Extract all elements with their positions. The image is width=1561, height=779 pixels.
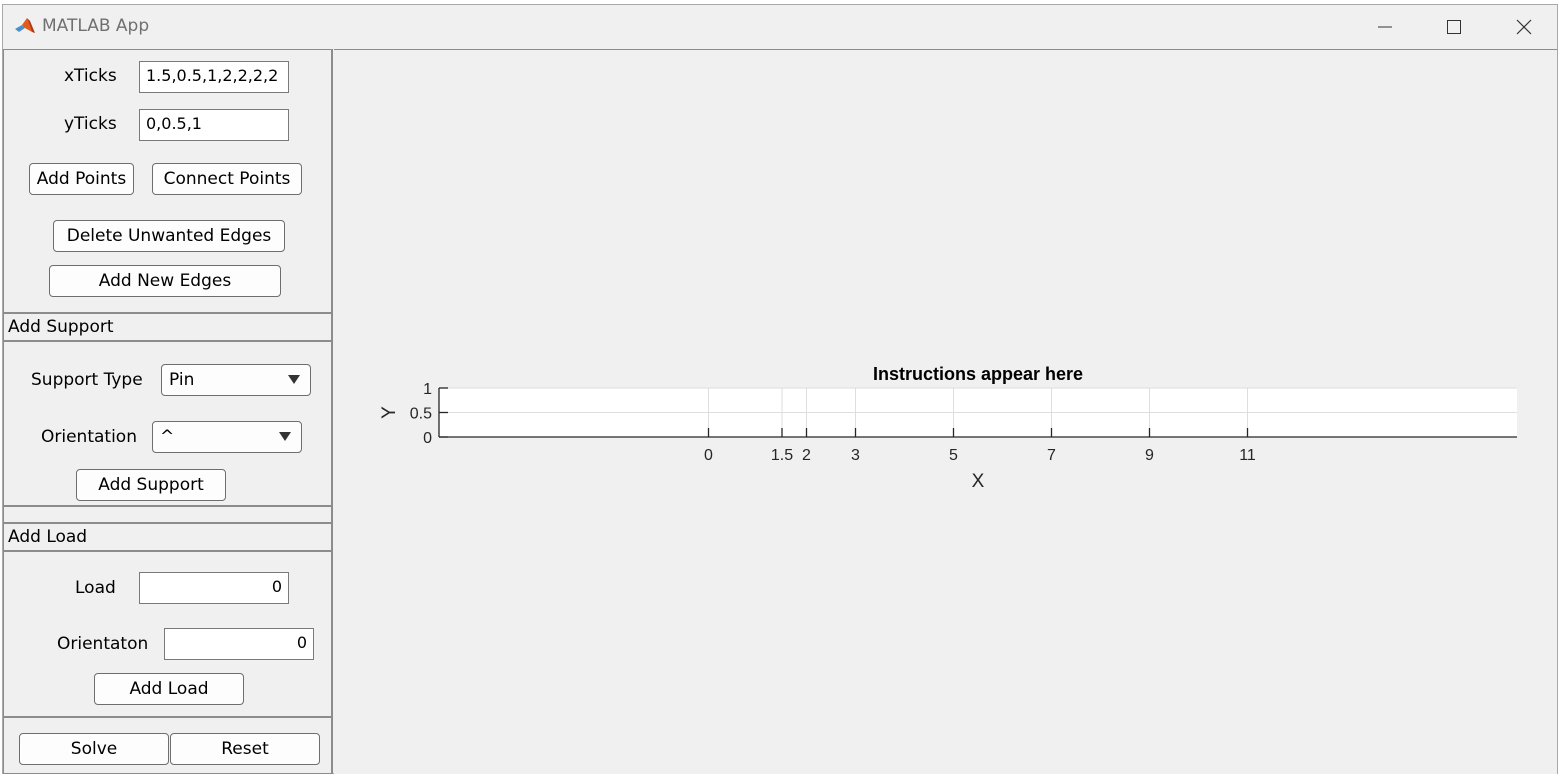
section-divider: [4, 505, 331, 507]
x-tick-label: 3: [851, 447, 860, 464]
minimize-icon: [1378, 26, 1392, 28]
window-title: MATLAB App: [42, 16, 150, 36]
chart-title: Instructions appear here: [873, 364, 1083, 384]
close-button[interactable]: [1501, 13, 1547, 41]
x-tick-label: 11: [1239, 447, 1256, 464]
orientation-dropdown[interactable]: ^: [152, 421, 302, 453]
support-type-dropdown[interactable]: Pin: [161, 364, 311, 396]
y-axis-label: Y: [379, 406, 400, 419]
x-tick-label: 9: [1145, 447, 1154, 464]
section-divider: [4, 716, 331, 718]
connect-points-button[interactable]: Connect Points: [152, 163, 302, 195]
maximize-icon: [1447, 20, 1461, 34]
orientation-label: Orientation: [41, 427, 137, 447]
add-load-header: Add Load: [4, 522, 331, 552]
close-icon: [1516, 19, 1532, 35]
matlab-logo-icon: [14, 16, 36, 36]
xticks-input[interactable]: 1.5,0.5,1,2,2,2,2: [139, 61, 289, 93]
chevron-down-icon: [288, 375, 300, 384]
add-support-header: Add Support: [4, 312, 331, 342]
y-tick-label: 0: [423, 430, 432, 447]
reset-button[interactable]: Reset: [170, 733, 320, 765]
x-tick-label: 5: [949, 447, 958, 464]
x-tick-label: 7: [1047, 447, 1056, 464]
add-support-button[interactable]: Add Support: [76, 469, 226, 501]
add-points-button[interactable]: Add Points: [29, 163, 134, 195]
maximize-button[interactable]: [1431, 13, 1477, 41]
load-orientation-label: Orientaton: [57, 634, 149, 654]
add-load-title: Add Load: [8, 527, 88, 547]
app-window: MATLAB App xTicks 1.5,0.5,1,2,2,2,2 yTic…: [2, 4, 1558, 774]
add-load-button[interactable]: Add Load: [94, 673, 244, 705]
chevron-down-icon: [279, 432, 291, 441]
yticks-input[interactable]: 0,0.5,1: [139, 109, 289, 141]
x-axis-label: X: [972, 471, 985, 492]
x-tick-label: 0: [704, 447, 713, 464]
add-new-edges-button[interactable]: Add New Edges: [49, 265, 281, 297]
y-tick-label: 0.5: [410, 406, 432, 423]
plot-area: 0 1.5 2 3 5 7 9 11 0 0.5 1 X Y Instructions appear he…: [334, 49, 1557, 774]
x-tick-label: 1.5: [771, 447, 793, 464]
support-type-value: Pin: [169, 370, 195, 390]
solve-button[interactable]: Solve: [19, 733, 169, 765]
delete-unwanted-edges-button[interactable]: Delete Unwanted Edges: [53, 220, 285, 252]
load-orientation-input[interactable]: 0: [164, 628, 314, 660]
support-type-label: Support Type: [31, 370, 143, 390]
control-panel: xTicks 1.5,0.5,1,2,2,2,2 yTicks 0,0.5,1 …: [3, 49, 333, 774]
x-tick-label: 2: [802, 447, 811, 464]
axes-chart[interactable]: 0 1.5 2 3 5 7 9 11 0 0.5 1 X Y Instructions appear he…: [334, 50, 1557, 775]
title-bar[interactable]: MATLAB App: [3, 5, 1557, 48]
orientation-value: ^: [160, 427, 175, 447]
y-tick-label: 1: [423, 381, 432, 398]
yticks-label: yTicks: [64, 114, 117, 134]
minimize-button[interactable]: [1362, 13, 1408, 41]
load-input[interactable]: 0: [139, 572, 289, 604]
xticks-label: xTicks: [64, 66, 117, 86]
load-label: Load: [75, 578, 116, 598]
add-support-title: Add Support: [8, 317, 114, 337]
